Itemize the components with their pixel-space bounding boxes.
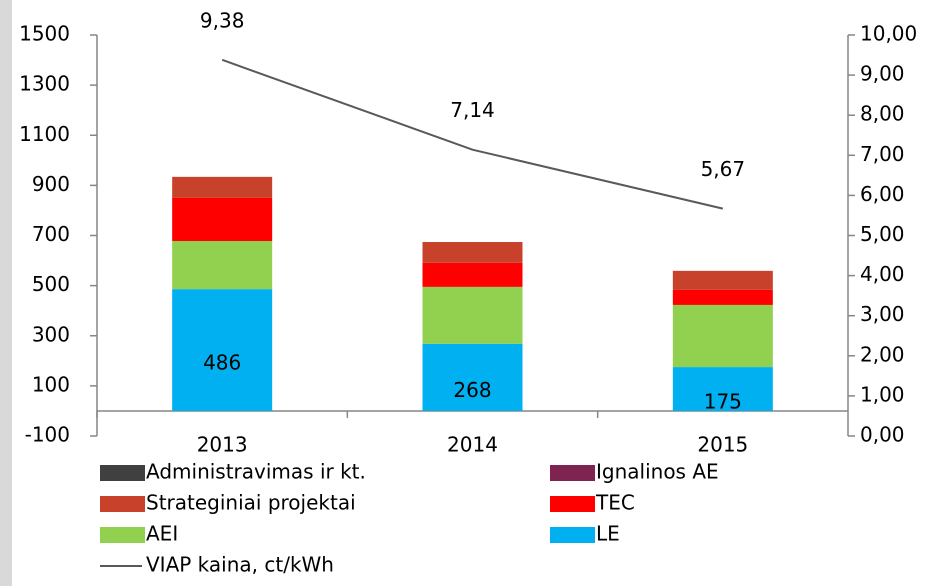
legend-swatch [100,527,145,543]
x-tick-label: 2015 [697,433,748,457]
bar-segment [672,289,773,305]
legend-swatch [100,465,145,481]
legend-label: Administravimas ir kt. [146,460,366,484]
line-label: 5,67 [701,157,746,181]
y2-tick-label: 5,00 [860,222,905,246]
y2-tick-label: 3,00 [860,302,905,326]
x-tick-label: 2013 [197,433,248,457]
bar-segment [422,343,523,411]
y2-tick-label: 10,00 [860,22,917,46]
data-label: 486 [203,351,241,375]
bar-segment [422,262,523,287]
bar-segment [422,242,523,263]
x-tick-label: 2014 [447,433,498,457]
y2-tick-label: 8,00 [860,102,905,126]
bar-segment [172,289,273,411]
y-tick-label: 700 [32,222,70,246]
legend-swatch [550,527,595,543]
legend-label: VIAP kaina, ct/kWh [146,553,334,577]
y2-tick-label: 7,00 [860,142,905,166]
y2-tick-label: 9,00 [860,62,905,86]
y2-tick-label: 1,00 [860,382,905,406]
y-tick-label: 1100 [19,122,70,146]
y2-tick-label: 0,00 [860,423,905,447]
y2-tick-label: 4,00 [860,262,905,286]
y2-tick-label: 2,00 [860,342,905,366]
bar-segment [672,304,773,368]
bar-segment [422,286,523,344]
legend-swatch [550,465,595,481]
y-tick-label: 1500 [19,22,70,46]
bar-segment [172,241,273,290]
legend-label: TEC [595,491,635,515]
line-label: 9,38 [200,8,245,32]
line-label: 7,14 [450,98,495,122]
bar-segment [672,270,773,290]
line-series [221,58,724,210]
y-tick-label: -100 [25,423,70,447]
legend-label: Strateginiai projektai [146,491,356,515]
y-tick-label: 300 [32,322,70,346]
y-tick-label: 1300 [19,72,70,96]
legend-label: LE [596,522,620,546]
y-tick-label: 100 [32,372,70,396]
legend-label: AEI [146,522,178,546]
bar-segment [172,176,273,198]
legend-label: Ignalinos AE [596,460,719,484]
data-label: 268 [453,378,491,402]
y-tick-label: 900 [32,172,70,196]
y-tick-label: 500 [32,272,70,296]
bar-segment [672,367,773,411]
legend-swatch [550,496,595,512]
legend-swatch [100,496,145,512]
y2-tick-label: 6,00 [860,182,905,206]
data-label: 175 [704,390,742,414]
frame-strip [0,0,12,586]
bar-segment [172,197,273,242]
